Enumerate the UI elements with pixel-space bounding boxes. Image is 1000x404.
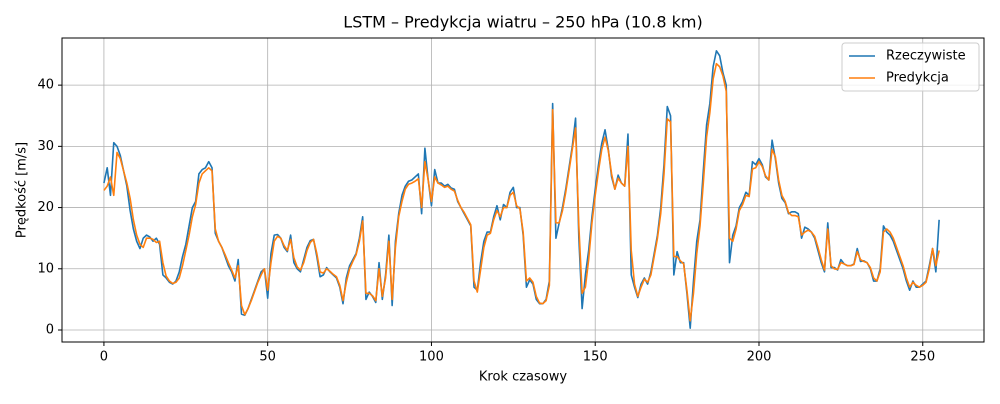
x-tick-label: 200: [747, 350, 772, 365]
legend-box: [841, 42, 980, 92]
x-tick-label: 0: [100, 350, 108, 365]
y-tick-label: 20: [37, 200, 54, 215]
x-tick-label: 150: [583, 350, 608, 365]
legend: Rzeczywiste Predykcja: [841, 42, 980, 92]
y-tick-label: 30: [37, 139, 54, 154]
plot-frame: [61, 37, 985, 343]
line: [103, 62, 940, 322]
x-axis-label: Krok czasowy: [479, 370, 567, 385]
y-tick-label: 40: [37, 78, 54, 93]
x-tick-label: 100: [419, 350, 444, 365]
chart-title: LSTM – Predykcja wiatru – 250 hPa (10.8 …: [343, 13, 702, 32]
y-tick-label: 10: [37, 261, 54, 276]
legend-label: Predykcja: [886, 71, 949, 86]
legend-label: Rzeczywiste: [886, 49, 966, 64]
x-tick-label: 250: [910, 350, 935, 365]
y-axis-label: Prędkość [m/s]: [15, 142, 30, 238]
x-tick-label: 50: [259, 350, 276, 365]
y-tick-label: 0: [46, 323, 54, 338]
